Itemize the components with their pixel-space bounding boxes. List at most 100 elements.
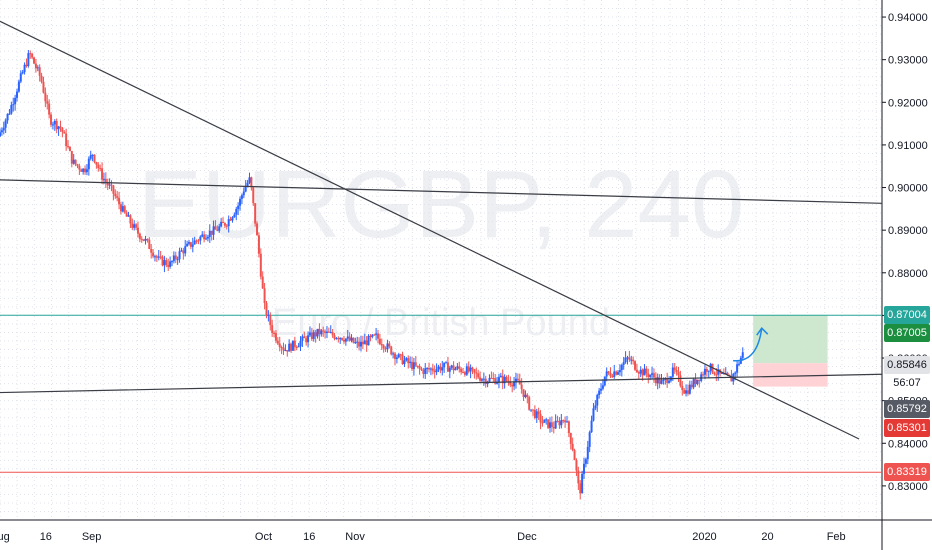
candle-body: [409, 361, 412, 364]
candle-body: [135, 224, 138, 228]
candle-body: [654, 377, 657, 384]
candle-body: [558, 421, 561, 426]
candle-body: [462, 372, 465, 374]
candle-body: [99, 168, 102, 170]
candle-body: [110, 184, 113, 186]
candle-body: [681, 385, 684, 391]
candle-body: [159, 256, 162, 258]
candle-body: [618, 370, 621, 373]
candle-body: [424, 368, 427, 374]
candle-body: [331, 331, 334, 336]
candle-body: [677, 371, 680, 376]
candle-body: [259, 253, 262, 277]
candle-body: [320, 330, 323, 335]
candle-body: [702, 374, 705, 376]
candle-body: [556, 420, 559, 422]
candle-body: [686, 390, 689, 394]
x-tick-label: Feb: [827, 531, 846, 543]
candle-body: [82, 168, 85, 172]
candle-body: [269, 314, 272, 326]
candle-body: [72, 159, 75, 164]
candle-body: [314, 332, 317, 337]
candle-body: [533, 409, 536, 419]
candle-body: [291, 340, 294, 351]
candle-body: [522, 389, 525, 398]
candle-body: [645, 368, 648, 374]
candle-body: [531, 409, 534, 411]
candle-body: [121, 206, 124, 212]
candle-body: [19, 73, 22, 82]
candle-body: [726, 372, 729, 375]
candle-body: [622, 362, 625, 365]
candle-body: [157, 256, 160, 258]
price-tag: 0.83319: [884, 463, 930, 482]
candle-body: [188, 242, 190, 244]
candle-body: [208, 230, 211, 237]
candle-body: [301, 336, 304, 341]
candle-body: [63, 131, 66, 134]
candle-body: [155, 256, 158, 258]
candle-body: [293, 340, 296, 347]
candle-body: [528, 397, 531, 410]
candle-body: [649, 374, 652, 377]
candle-body: [182, 250, 185, 254]
candle-body: [303, 336, 306, 339]
candle-body: [469, 367, 472, 372]
candle-body: [611, 376, 614, 378]
candle-body: [201, 234, 204, 237]
candle-body: [254, 203, 257, 224]
candle-body: [257, 235, 260, 254]
candle-body: [620, 364, 623, 371]
grid: [0, 0, 882, 520]
candle-body: [152, 252, 155, 257]
candle-body: [225, 225, 228, 227]
candle-body: [386, 343, 389, 350]
candle-body: [68, 146, 71, 152]
candle-body: [163, 260, 166, 266]
candle-body: [367, 335, 370, 346]
candle-body: [59, 126, 62, 128]
candle-body: [40, 75, 43, 82]
candle-body: [4, 120, 7, 128]
x-tick-label: Sep: [82, 531, 102, 543]
candle-body: [662, 379, 665, 381]
candle-body: [492, 377, 495, 379]
candle-body: [388, 343, 391, 347]
candle-body: [299, 340, 302, 347]
projection-arrowhead: [756, 327, 769, 336]
candle-body: [446, 362, 449, 372]
candle-body: [17, 81, 20, 92]
candle-body: [490, 377, 493, 379]
candle-body: [705, 368, 708, 372]
candle-body: [571, 443, 574, 451]
candle-body: [550, 422, 553, 427]
candle-body: [530, 409, 533, 411]
candle-body: [6, 113, 9, 121]
candle-body: [31, 53, 34, 58]
candle-body: [418, 366, 421, 369]
candle-body: [426, 368, 429, 370]
candle-body: [150, 248, 153, 253]
candle-body: [23, 64, 26, 73]
candle-body: [127, 215, 130, 217]
candle-body: [535, 411, 538, 419]
candle-body: [683, 390, 686, 394]
candle-body: [140, 238, 143, 240]
candle-body: [95, 162, 98, 165]
candle-body: [741, 352, 744, 358]
candle-body: [276, 340, 279, 344]
candle-body: [97, 164, 100, 169]
candle-body: [21, 72, 24, 74]
candle-body: [384, 348, 387, 350]
candle-body: [482, 378, 485, 380]
candle-body: [518, 380, 521, 385]
candle-body: [378, 338, 381, 345]
candle-body: [308, 332, 311, 336]
price-tag: 0.87004: [884, 306, 930, 325]
candle-body: [541, 422, 544, 424]
candle-body: [696, 379, 699, 385]
candle-body: [318, 328, 321, 335]
candle-body: [562, 420, 565, 422]
